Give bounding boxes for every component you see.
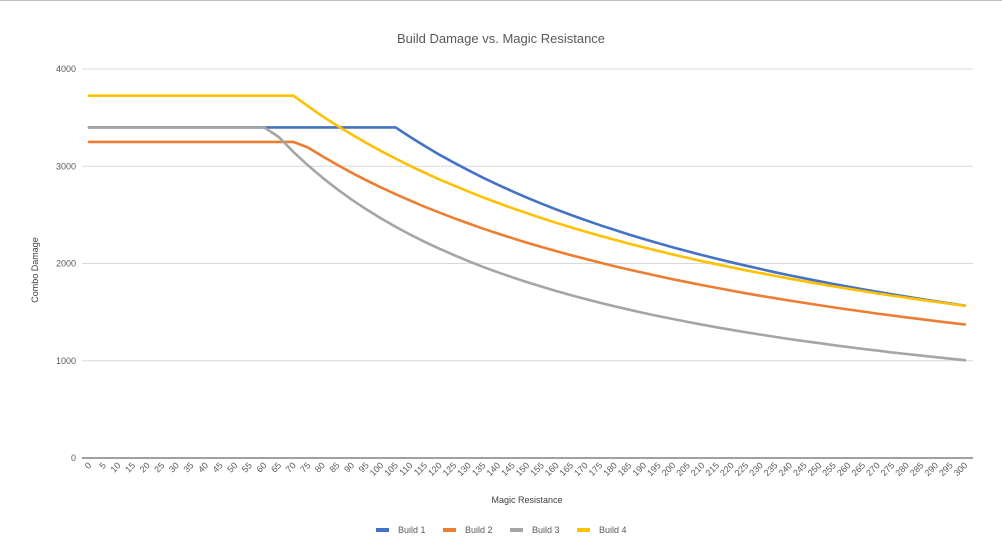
legend-swatch <box>443 528 456 532</box>
legend-swatch <box>510 528 523 532</box>
legend-label: Build 4 <box>599 525 627 535</box>
y-tick-label: 1000 <box>56 356 76 366</box>
x-tick-label: 5 <box>97 460 108 471</box>
x-axis-label: Magic Resistance <box>491 495 562 505</box>
x-tick-label: 70 <box>284 460 298 474</box>
x-tick-label: 110 <box>397 460 414 477</box>
x-tick-label: 25 <box>152 460 166 474</box>
legend-label: Build 1 <box>398 525 426 535</box>
x-tick-label: 20 <box>138 460 152 474</box>
y-tick-label: 4000 <box>56 64 76 74</box>
legend-label: Build 3 <box>532 525 560 535</box>
series-line-4 <box>87 94 967 308</box>
legend: Build 1 Build 2 Build 3 Build 4 <box>376 525 627 535</box>
legend-item-3: Build 3 <box>510 525 560 535</box>
series-line-2 <box>87 140 967 326</box>
x-tick-labels: 0 5 10 15 20 25 30 35 40 45 50 55 60 65 70 75 80 85 90 9510… <box>83 460 970 478</box>
x-tick-label: 60 <box>254 460 268 474</box>
y-tick-labels: 0 1000 2000 3000 4000 <box>56 64 76 463</box>
chart-title: Build Damage vs. Magic Resistance <box>397 31 605 46</box>
series-lines <box>87 94 967 362</box>
x-tick-label: 50 <box>225 460 239 474</box>
x-tick-label: 40 <box>196 460 210 474</box>
x-tick-label: 0 <box>83 460 94 471</box>
x-tick-label: 35 <box>181 460 195 474</box>
y-axis-label: Combo Damage <box>30 237 40 303</box>
legend-item-4: Build 4 <box>577 525 627 535</box>
x-tick-label: 10 <box>108 460 122 474</box>
legend-item-1: Build 1 <box>376 525 426 535</box>
x-tick-label: 80 <box>313 460 327 474</box>
gridlines <box>82 68 973 362</box>
y-tick-label: 2000 <box>56 259 76 269</box>
x-tick-label: 30 <box>167 460 181 474</box>
series-line-3 <box>87 126 967 362</box>
series-line-1 <box>87 126 967 307</box>
x-tick-label: 90 <box>342 460 356 474</box>
legend-swatch <box>577 528 590 532</box>
x-tick-label: 55 <box>240 460 254 474</box>
x-tick-label: 15 <box>123 460 137 474</box>
legend-item-2: Build 2 <box>443 525 493 535</box>
x-tick-label: 65 <box>269 460 283 474</box>
window-top-border <box>0 0 1002 1</box>
x-tick-label: 85 <box>327 460 341 474</box>
x-tick-label: 115 <box>412 460 429 477</box>
legend-label: Build 2 <box>465 525 493 535</box>
x-tick-label: 75 <box>298 460 312 474</box>
legend-swatch <box>376 528 389 532</box>
y-tick-label: 3000 <box>56 161 76 171</box>
x-tick-label: 45 <box>211 460 225 474</box>
x-tick-label: 300 <box>952 460 970 478</box>
y-tick-label: 0 <box>71 453 76 463</box>
